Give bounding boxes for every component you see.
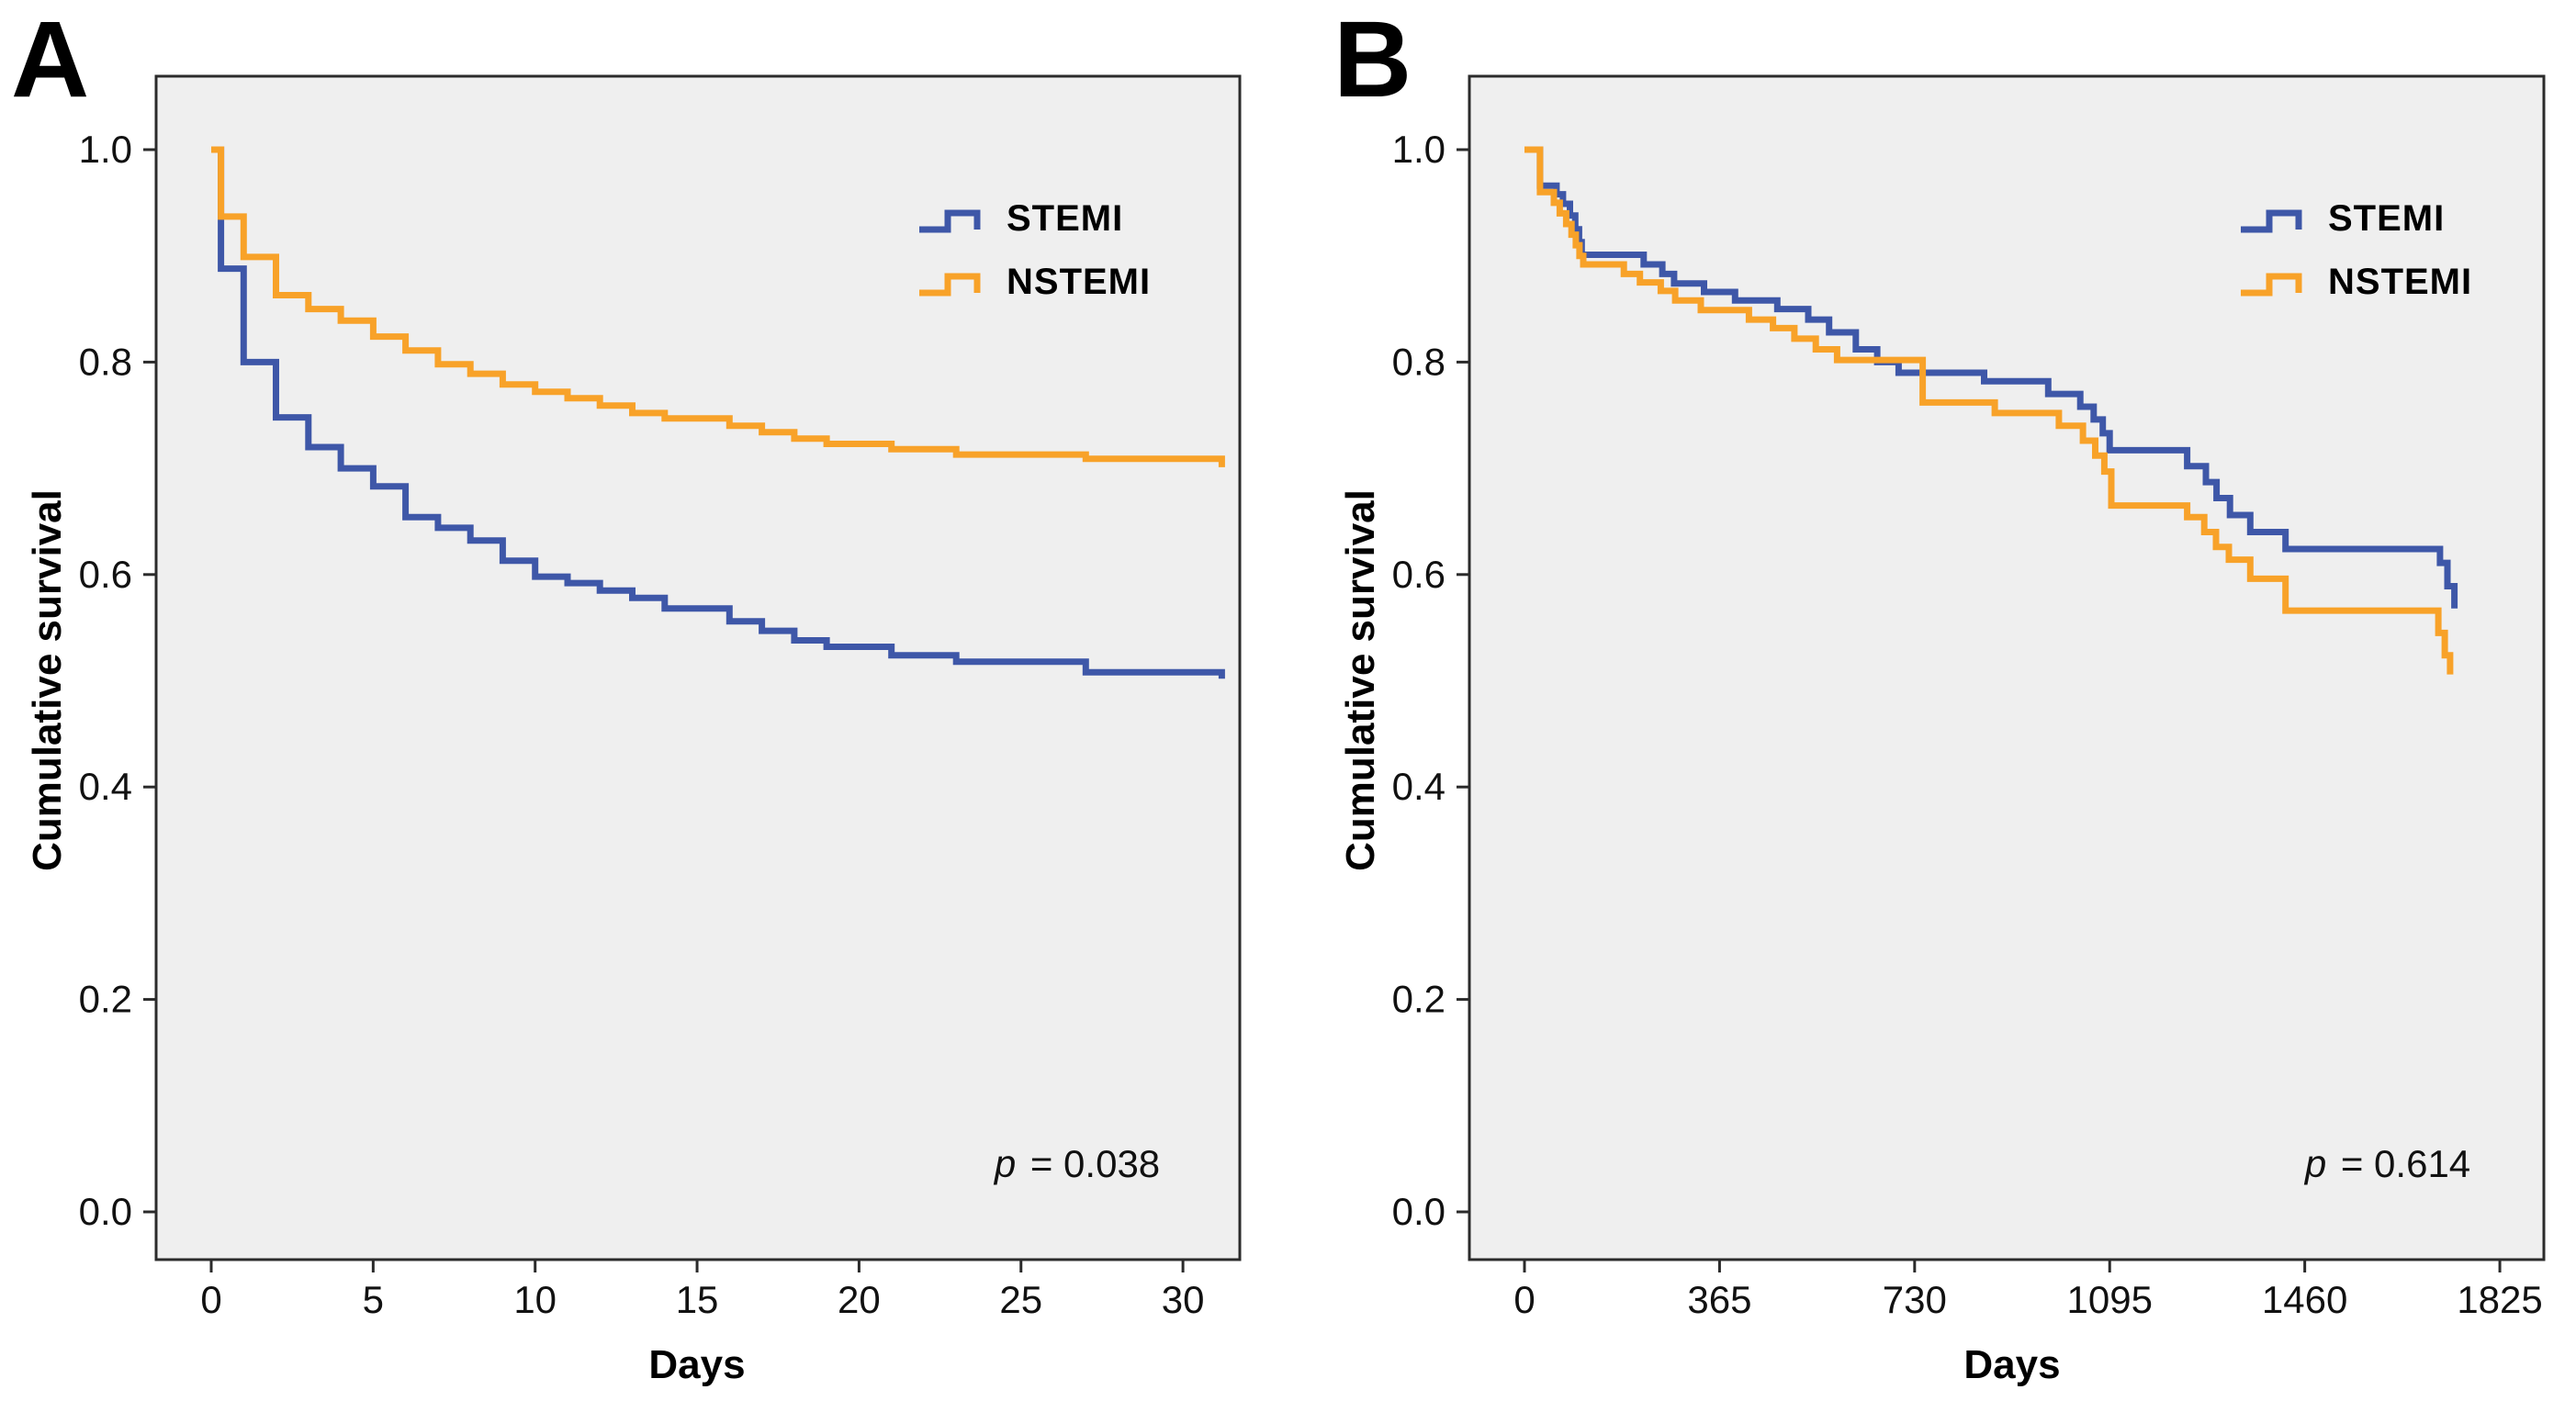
x-tick-label: 5 bbox=[363, 1278, 384, 1321]
legend-label-nstemi-b: NSTEMI bbox=[2328, 262, 2473, 302]
x-tick-label: 10 bbox=[513, 1278, 557, 1321]
nstemi-step-line-icon bbox=[2241, 273, 2302, 296]
y-tick-label: 0.0 bbox=[79, 1190, 132, 1233]
plot-area-A bbox=[154, 74, 1242, 1261]
legend-label-stemi-a: STEMI bbox=[1007, 198, 1124, 239]
stemi-step-line-icon bbox=[919, 209, 981, 232]
x-tick-label: 0 bbox=[200, 1278, 221, 1321]
y-tick-label: 0.4 bbox=[79, 765, 132, 808]
y-tick-label: 0.6 bbox=[1392, 553, 1445, 596]
stemi-survival-curve-A bbox=[211, 146, 1225, 679]
x-tick-label: 1825 bbox=[2457, 1278, 2542, 1321]
y-axis-title-a: Cumulative survival bbox=[25, 489, 70, 871]
x-tick-label: 30 bbox=[1162, 1278, 1205, 1321]
legend-item-stemi-b: STEMI bbox=[2238, 198, 2472, 240]
legend-b: STEMI NSTEMI bbox=[2238, 198, 2472, 303]
y-tick-label: 0.6 bbox=[79, 553, 132, 596]
nstemi-survival-curve-A bbox=[211, 146, 1225, 467]
x-tick-label: 1460 bbox=[2262, 1278, 2347, 1321]
y-tick-label: 0.2 bbox=[79, 978, 132, 1021]
p-value-a: p = 0.038 bbox=[995, 1142, 1160, 1186]
y-tick-label: 1.0 bbox=[1392, 128, 1445, 171]
y-tick-label: 0.0 bbox=[1392, 1190, 1445, 1233]
p-value-text: = 0.038 bbox=[1019, 1142, 1161, 1185]
y-tick-label: 0.8 bbox=[1392, 340, 1445, 383]
legend-item-nstemi-b: NSTEMI bbox=[2238, 262, 2472, 303]
x-tick-label: 365 bbox=[1687, 1278, 1751, 1321]
legend-item-stemi-a: STEMI bbox=[917, 198, 1151, 240]
p-symbol: p bbox=[994, 1142, 1017, 1185]
stemi-survival-curve-B bbox=[1524, 146, 2458, 609]
x-tick-label: 20 bbox=[838, 1278, 881, 1321]
y-tick-label: 0.8 bbox=[79, 340, 132, 383]
nstemi-step-line-icon bbox=[919, 273, 981, 296]
legend-item-nstemi-a: NSTEMI bbox=[917, 262, 1151, 303]
p-value-b: p = 0.614 bbox=[2305, 1142, 2470, 1186]
legend-a: STEMI NSTEMI bbox=[917, 198, 1151, 303]
y-tick-label: 1.0 bbox=[79, 128, 132, 171]
panel-b-letter: B bbox=[1333, 0, 1412, 120]
x-axis-title-b: Days bbox=[1963, 1342, 2061, 1387]
x-tick-label: 730 bbox=[1883, 1278, 1947, 1321]
p-value-text: = 0.614 bbox=[2330, 1142, 2471, 1185]
legend-label-nstemi-a: NSTEMI bbox=[1007, 262, 1152, 302]
p-symbol: p bbox=[2304, 1142, 2327, 1185]
x-axis-title-a: Days bbox=[648, 1342, 746, 1387]
stemi-step-line-icon bbox=[2241, 209, 2302, 232]
nstemi-survival-curve-B bbox=[1524, 146, 2454, 675]
y-tick-label: 0.2 bbox=[1392, 978, 1445, 1021]
legend-label-stemi-b: STEMI bbox=[2328, 198, 2446, 239]
x-tick-label: 1095 bbox=[2067, 1278, 2153, 1321]
x-tick-label: 0 bbox=[1513, 1278, 1535, 1321]
x-tick-label: 25 bbox=[999, 1278, 1042, 1321]
x-tick-label: 15 bbox=[676, 1278, 719, 1321]
panel-a-letter: A bbox=[11, 0, 90, 120]
plot-area-B bbox=[1468, 74, 2546, 1261]
y-axis-title-b: Cumulative survival bbox=[1338, 489, 1383, 871]
y-tick-label: 0.4 bbox=[1392, 765, 1445, 808]
